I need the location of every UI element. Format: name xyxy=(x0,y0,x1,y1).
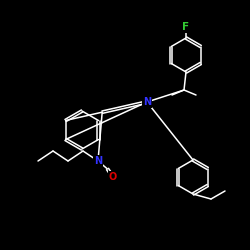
Text: O: O xyxy=(109,172,117,182)
Text: F: F xyxy=(182,22,190,32)
Text: N: N xyxy=(143,97,151,107)
Text: N: N xyxy=(94,156,102,166)
